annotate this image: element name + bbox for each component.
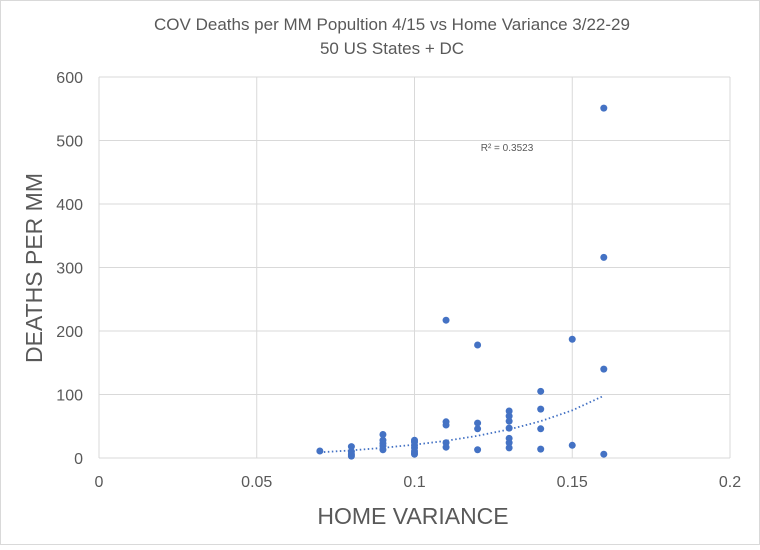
trendline — [319, 394, 605, 454]
y-tick-label: 200 — [56, 324, 83, 341]
data-point — [600, 365, 608, 373]
data-point — [537, 445, 545, 453]
data-point — [600, 104, 608, 112]
y-axis-label: DEATHS PER MM — [21, 173, 47, 363]
data-point — [347, 443, 355, 451]
chart-subtitle: 50 US States + DC — [320, 39, 464, 58]
x-tick-label: 0.05 — [241, 474, 272, 491]
data-point — [537, 425, 545, 433]
r-squared-label: R² = 0.3523 — [481, 143, 534, 154]
data-point — [505, 444, 513, 452]
y-tick-label: 300 — [56, 261, 83, 278]
data-point — [474, 419, 482, 427]
y-tick-label: 600 — [56, 70, 83, 87]
y-tick-label: 0 — [74, 451, 83, 468]
x-axis-label: HOME VARIANCE — [317, 503, 508, 529]
data-point — [505, 417, 513, 425]
data-point — [600, 253, 608, 261]
data-point — [411, 450, 418, 458]
data-point — [474, 425, 482, 433]
y-tick-label: 100 — [56, 388, 83, 405]
data-point — [347, 452, 355, 460]
data-point — [505, 439, 513, 447]
data-point — [600, 450, 608, 458]
chart-title: COV Deaths per MM Popultion 4/15 vs Home… — [154, 15, 630, 34]
x-tick-label: 0.15 — [557, 474, 588, 491]
data-point — [537, 387, 545, 395]
x-tick-label: 0.1 — [403, 474, 425, 491]
y-tick-label: 400 — [56, 197, 83, 214]
x-tick-label: 0 — [95, 474, 104, 491]
data-point — [474, 446, 482, 454]
data-point — [442, 421, 450, 429]
data-point — [474, 341, 482, 349]
data-point — [505, 407, 513, 415]
data-point — [568, 335, 576, 343]
x-tick-label: 0.2 — [719, 474, 741, 491]
y-tick-label: 500 — [56, 134, 83, 151]
data-point — [379, 431, 387, 439]
data-point — [537, 405, 545, 413]
data-point — [568, 441, 576, 449]
data-point — [442, 316, 450, 324]
data-point — [442, 443, 450, 451]
data-point — [316, 447, 324, 455]
data-point — [505, 412, 513, 420]
